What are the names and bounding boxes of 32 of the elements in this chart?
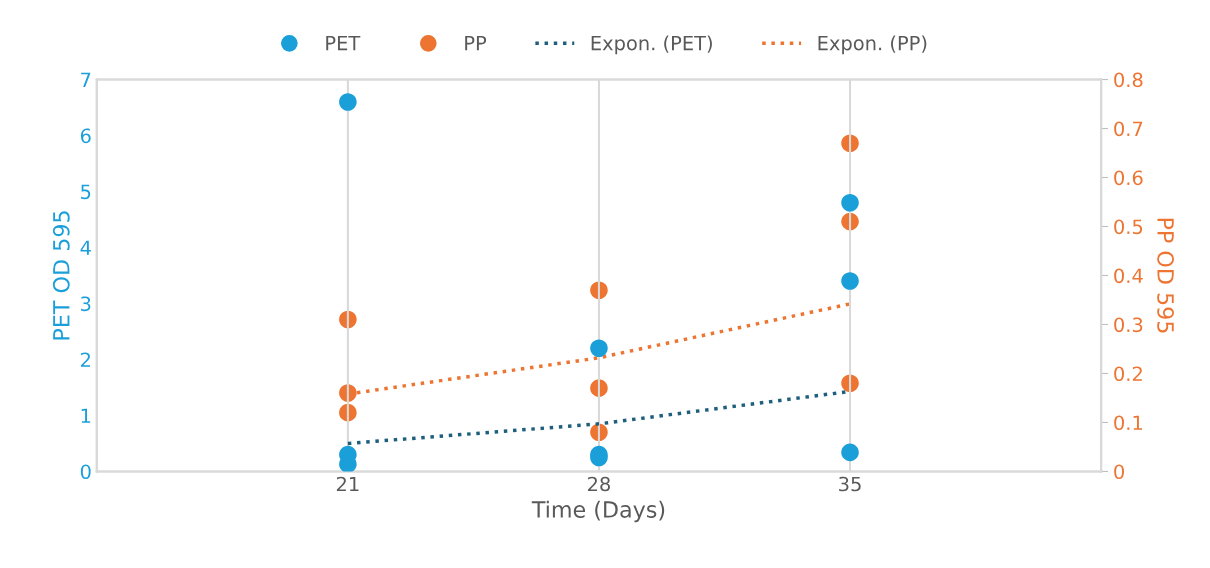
y2-tick-label: 0.5 (1114, 219, 1143, 235)
y-tick-label: 6 (80, 128, 91, 144)
legend-label: Expon. (PP) (818, 35, 927, 55)
point (590, 339, 608, 358)
point (841, 193, 859, 212)
y2-tick-label: 0.2 (1114, 366, 1142, 382)
y-axis-title: PET OD 595 (52, 211, 70, 340)
y-tick-label: 1 (81, 408, 91, 423)
y2-tick-label: 0.8 (1114, 72, 1143, 88)
y2-tick-label: 0.3 (1114, 317, 1143, 333)
y-tick-label: 7 (81, 72, 91, 87)
y2-tick-label: 0.7 (1114, 121, 1143, 137)
x-tick-label: 28 (588, 476, 610, 492)
point (841, 272, 859, 290)
point (339, 93, 357, 111)
x-tick-label: 21 (336, 476, 359, 492)
y2-tick-label: 0 (1114, 464, 1124, 480)
legend-label: PP (465, 35, 487, 51)
y2-tick-label: 0.4 (1114, 268, 1143, 284)
x-tick-label: 35 (839, 476, 861, 492)
y-tick-label: 5 (81, 184, 91, 200)
y2-tick-label: 0.6 (1114, 170, 1143, 186)
y-tick-label: 3 (81, 296, 91, 312)
y-tick-label: 0 (80, 464, 91, 480)
legend-label: PET (326, 35, 361, 51)
legend-label: Expon. (PET) (591, 35, 712, 55)
y2-tick-label: 0.1 (1114, 415, 1143, 431)
y-tick-label: 2 (80, 352, 90, 367)
point (841, 443, 859, 462)
y2-axis-title: PP OD 595 (1157, 218, 1174, 333)
x-axis-title: Time (Days) (531, 500, 665, 523)
y-tick-label: 4 (80, 240, 91, 255)
